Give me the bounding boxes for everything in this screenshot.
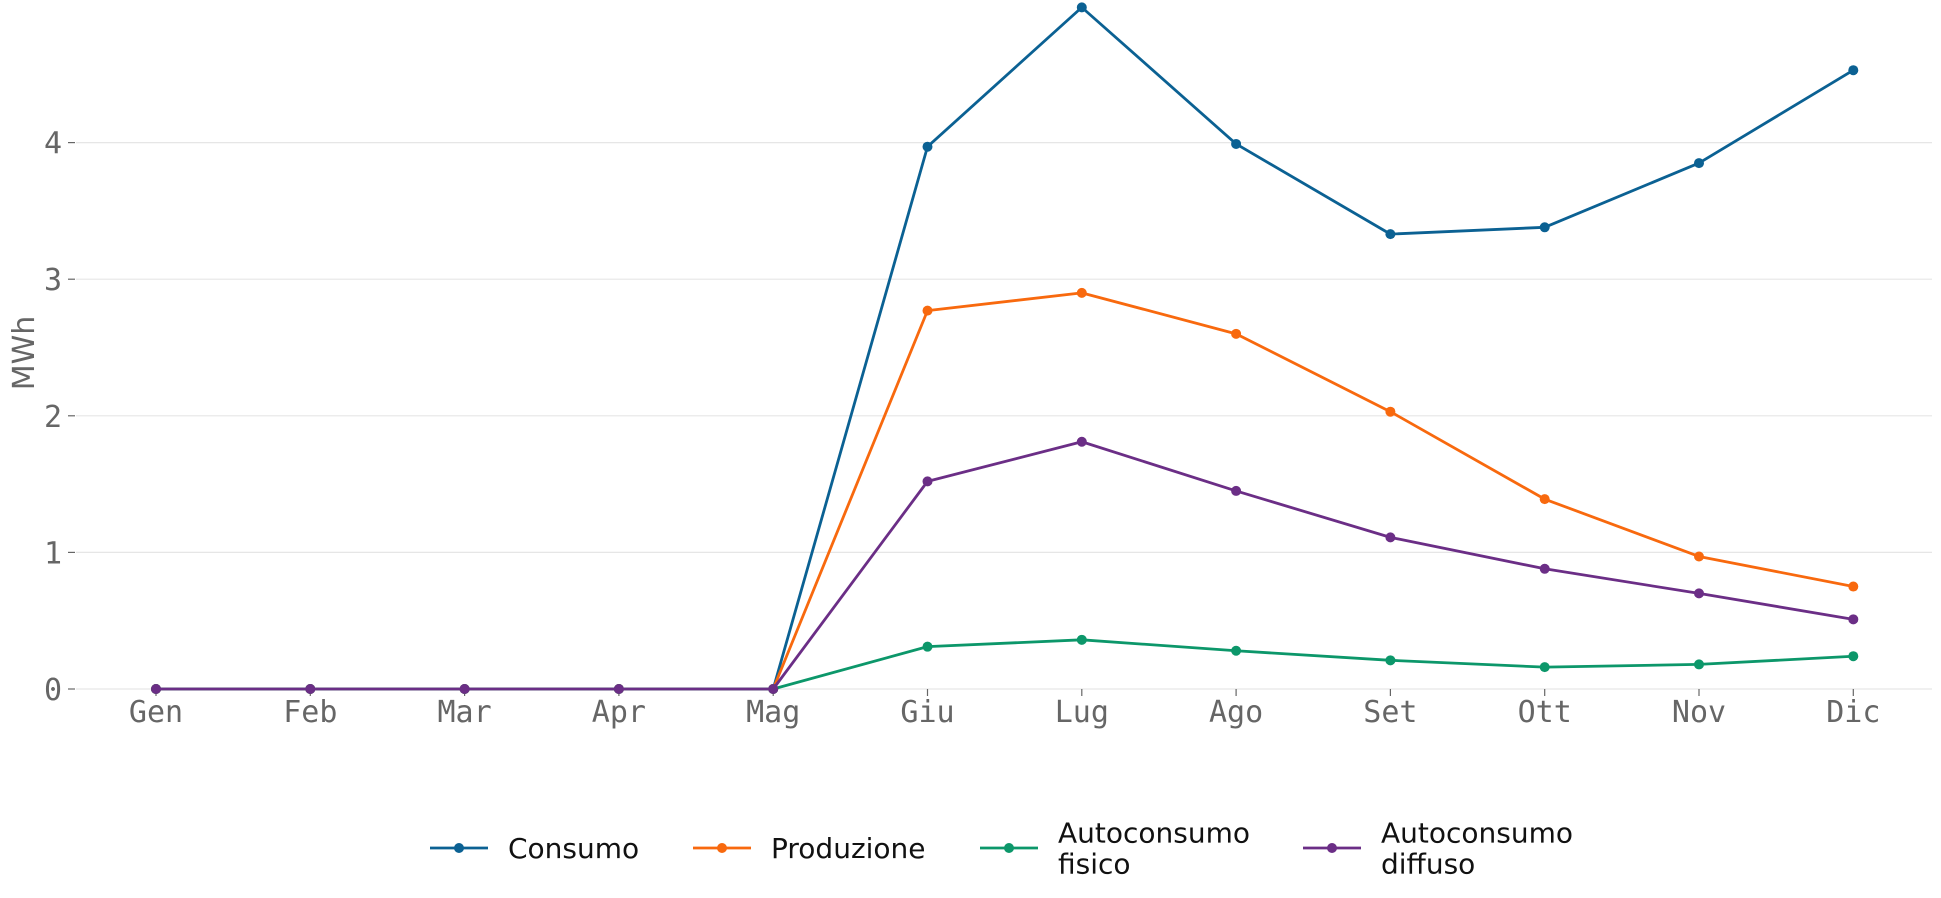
- x-tick-label-mag: Mag: [746, 695, 800, 730]
- series-1: [151, 2, 1859, 694]
- data-point-3-lug: [1076, 634, 1087, 645]
- x-tick-label-feb: Feb: [283, 695, 337, 730]
- data-point-2-ott: [1539, 494, 1550, 505]
- data-point-4-ago: [1231, 485, 1242, 496]
- legend-label-1-line-1: Consumo: [508, 832, 639, 865]
- data-point-2-dic: [1848, 581, 1859, 592]
- data-point-4-ott: [1539, 563, 1550, 574]
- data-point-2-ago: [1231, 328, 1242, 339]
- y-tick-label-0: 0: [44, 673, 62, 708]
- data-point-2-lug: [1076, 287, 1087, 298]
- x-tick-label-ago: Ago: [1209, 695, 1263, 730]
- data-point-3-giu: [922, 641, 933, 652]
- data-point-4-feb: [305, 684, 316, 694]
- series-line-3: [156, 638, 1854, 691]
- series-layer: [151, 2, 1859, 694]
- legend-label-4-line-1: Autoconsumo: [1381, 817, 1573, 850]
- legend-item-1: Consumo: [430, 832, 639, 865]
- data-point-1-lug: [1076, 2, 1087, 13]
- legend: Consumo Produzione AutoconsumofisicoAutoco…: [430, 817, 1573, 881]
- y-tick-label-3: 3: [44, 263, 62, 298]
- series-line-4: [156, 440, 1854, 691]
- data-point-2-set: [1385, 406, 1396, 417]
- series-line-2: [156, 291, 1854, 691]
- data-point-1-dic: [1848, 65, 1859, 76]
- data-point-2-nov: [1694, 551, 1704, 562]
- series-4: [151, 436, 1859, 694]
- data-point-2-giu: [922, 305, 933, 316]
- x-tick-label-ott: Ott: [1518, 695, 1572, 730]
- data-point-1-ott: [1539, 222, 1550, 233]
- data-point-3-set: [1385, 655, 1396, 666]
- data-point-4-set: [1385, 532, 1396, 543]
- data-point-1-ago: [1231, 138, 1242, 149]
- legend-label-3-line-1: Autoconsumo: [1058, 817, 1250, 850]
- y-tick-label-2: 2: [44, 400, 62, 435]
- data-point-3-dic: [1848, 651, 1859, 662]
- legend-swatch-marker-2: [717, 843, 727, 853]
- series-3: [151, 634, 1859, 694]
- legend-item-2: Produzione: [693, 832, 926, 865]
- data-point-3-ago: [1231, 645, 1242, 656]
- legend-label-3-line-2: fisico: [1058, 848, 1131, 881]
- legend-label-4-line-2: diffuso: [1381, 848, 1475, 881]
- legend-swatch-marker-1: [454, 843, 464, 853]
- y-tick-label-4: 4: [44, 127, 62, 162]
- x-tick-label-dic: Dic: [1826, 695, 1880, 730]
- data-point-4-dic: [1848, 614, 1859, 625]
- x-axis: Gen Feb Mar Apr Mag Giu Lug Ago Set Ott Nov Dic: [129, 689, 1880, 730]
- legend-label-2-line-1: Produzione: [771, 832, 926, 865]
- series-line-1: [156, 5, 1855, 691]
- x-tick-label-mar: Mar: [438, 695, 492, 730]
- data-point-4-mag: [768, 684, 779, 694]
- data-point-1-nov: [1694, 158, 1704, 169]
- data-point-1-set: [1385, 229, 1396, 240]
- grid-layer: [76, 142, 1932, 690]
- data-point-1-giu: [922, 141, 933, 152]
- series-2: [151, 287, 1859, 694]
- data-point-3-ott: [1539, 662, 1550, 673]
- data-point-3-nov: [1694, 659, 1704, 670]
- data-point-4-gen: [151, 684, 161, 694]
- legend-swatch-marker-4: [1327, 843, 1337, 853]
- legend-swatch-marker-3: [1004, 843, 1014, 853]
- x-tick-label-gen: Gen: [129, 695, 183, 730]
- data-point-4-giu: [922, 476, 933, 487]
- x-tick-label-nov: Nov: [1672, 695, 1726, 730]
- y-tick-label-1: 1: [44, 536, 62, 571]
- data-point-4-mar: [459, 684, 470, 694]
- x-tick-label-set: Set: [1363, 695, 1417, 730]
- y-axis: 0 1 2 3 4: [44, 127, 75, 708]
- data-point-4-lug: [1076, 436, 1087, 447]
- x-tick-label-apr: Apr: [592, 695, 646, 730]
- x-tick-label-lug: Lug: [1055, 695, 1109, 730]
- data-point-4-nov: [1694, 588, 1704, 599]
- y-axis-title: MWh: [7, 316, 42, 391]
- x-tick-label-giu: Giu: [900, 695, 954, 730]
- data-point-4-apr: [613, 684, 624, 694]
